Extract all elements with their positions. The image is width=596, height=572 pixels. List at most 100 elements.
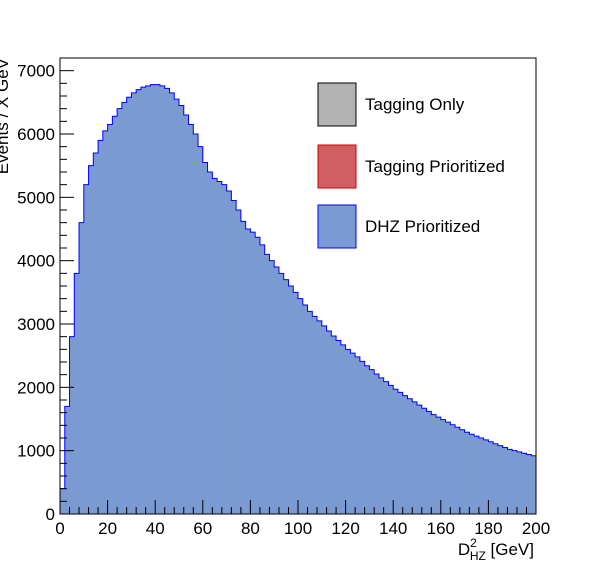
histogram-bin — [369, 369, 375, 514]
legend-swatch — [317, 82, 357, 127]
histogram-bin — [393, 389, 399, 514]
x-tick-label: 160 — [427, 519, 455, 538]
y-tick-label: 3000 — [17, 315, 55, 334]
histogram-bin — [293, 292, 299, 514]
x-axis-title: D2 HZ [GeV] — [458, 536, 534, 563]
x-tick-label: 180 — [474, 519, 502, 538]
histogram-bin — [183, 115, 189, 514]
histogram-bin — [455, 427, 461, 514]
histogram-bin — [483, 439, 489, 514]
histogram-bin — [469, 434, 475, 514]
legend-label: Tagging Only — [365, 95, 465, 114]
histogram-bin — [321, 325, 327, 514]
x-tick-label: 40 — [146, 519, 165, 538]
histogram-bin — [112, 116, 118, 515]
histogram-bin — [217, 181, 223, 514]
histogram-bin — [488, 441, 494, 514]
histogram-bin — [502, 447, 508, 514]
histogram-bin — [164, 88, 170, 515]
x-tick-label: 100 — [284, 519, 312, 538]
histogram-bin — [69, 336, 75, 514]
histogram-bin — [202, 162, 208, 514]
histogram-bin — [326, 330, 332, 514]
histogram-bin — [179, 105, 185, 514]
histogram-bin — [212, 178, 218, 515]
histogram-bin — [221, 184, 227, 514]
histogram-bin — [388, 385, 394, 514]
histogram-bin — [407, 398, 413, 514]
histogram-bin — [174, 99, 180, 515]
histogram-bin — [350, 353, 356, 514]
histogram-bin — [136, 89, 142, 515]
histogram-bin — [516, 451, 523, 514]
histogram-bin — [431, 414, 437, 514]
histogram-bin — [331, 336, 337, 514]
histogram-bin — [274, 267, 280, 514]
legend-item: Tagging Prioritized — [317, 144, 505, 189]
histogram-bin — [436, 417, 442, 514]
histogram-bin — [298, 298, 304, 514]
histogram-bin — [231, 200, 237, 514]
histogram-bin — [93, 153, 99, 514]
x-tick-label: 80 — [241, 519, 260, 538]
y-tick-label: 2000 — [17, 378, 55, 397]
y-tick-label: 6000 — [17, 125, 55, 144]
histogram-bin — [417, 405, 423, 514]
x-tick-label: 60 — [193, 519, 212, 538]
histogram-bin — [198, 146, 204, 514]
histogram-bin — [397, 392, 404, 514]
histogram-bin — [336, 340, 342, 514]
histogram-bin — [102, 130, 108, 515]
histogram-bin — [98, 140, 104, 515]
histogram-bin — [159, 85, 166, 514]
histogram-bin — [312, 316, 318, 514]
histogram-bin — [317, 320, 323, 514]
histogram-bin — [188, 124, 194, 514]
histogram-bin — [145, 85, 151, 514]
histogram-bin — [440, 419, 446, 514]
histogram-bin — [269, 260, 275, 514]
y-tick-label: 7000 — [17, 62, 55, 81]
histogram-bin — [131, 92, 137, 514]
legend-item: DHZ Prioritized — [317, 204, 480, 249]
histogram-bin — [155, 84, 161, 514]
legend-swatch — [317, 204, 357, 249]
histogram-bin — [74, 273, 80, 514]
x-axis: 0 20 40 60 80 100 120 140 160 180 200 — [55, 500, 550, 538]
histogram-bin — [88, 165, 94, 514]
histogram-bin — [340, 344, 346, 514]
x-tick-label: 20 — [98, 519, 117, 538]
legend-swatch — [317, 144, 357, 189]
histogram-bin — [383, 381, 389, 514]
histogram-bin — [107, 124, 113, 514]
histogram-bin — [121, 102, 127, 514]
histogram-series — [59, 84, 537, 515]
histogram-bin — [421, 408, 427, 514]
histogram-bin — [459, 429, 465, 514]
histogram-bin — [259, 244, 265, 515]
histogram-bin — [512, 450, 518, 514]
y-tick-label: 5000 — [17, 188, 55, 207]
histogram-bin — [359, 361, 365, 514]
y-tick-label: 4000 — [17, 252, 55, 271]
histogram-bin — [426, 411, 432, 514]
histogram-bin — [355, 356, 361, 514]
y-tick-label: 0 — [46, 505, 55, 524]
histogram-bin — [236, 210, 242, 514]
histogram-bin — [445, 422, 451, 514]
histogram-bin — [79, 222, 85, 514]
histogram-bin — [226, 191, 232, 514]
x-tick-label: 200 — [522, 519, 550, 538]
histogram-bin — [302, 305, 308, 514]
histogram-bin — [345, 349, 351, 514]
histogram-bin — [255, 237, 261, 514]
legend-label: Tagging Prioritized — [365, 157, 505, 176]
histogram-bin — [521, 453, 527, 514]
histogram-bin — [478, 438, 484, 514]
histogram-bin — [250, 232, 256, 514]
legend: Tagging Only Tagging Prioritized DHZ Prior… — [317, 82, 505, 249]
histogram-bin — [126, 97, 132, 515]
histogram-bin — [307, 311, 313, 514]
y-axis: 0 1000 2000 3000 4000 5000 6000 7000 — [17, 57, 74, 524]
histogram-outline — [59, 84, 537, 514]
